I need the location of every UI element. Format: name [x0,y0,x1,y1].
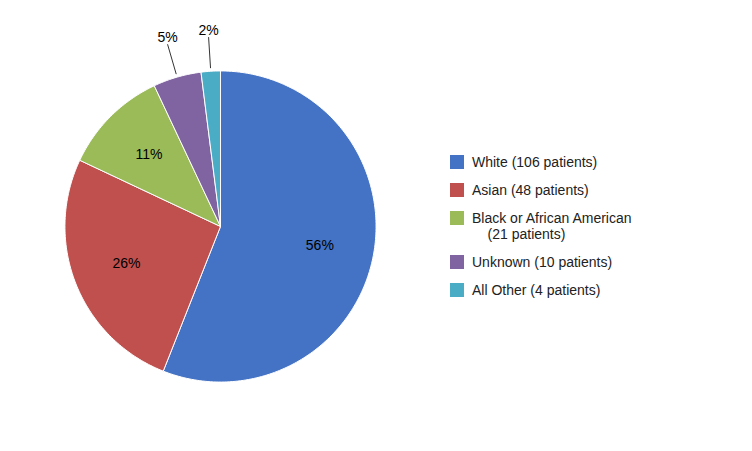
svg-text:11%: 11% [136,146,163,162]
html-text:White (106 patients): White (106 patients) [472,153,598,170]
svg-text:26%: 26% [112,255,140,271]
html-text:All Other (4 patients): All Other (4 patients) [472,281,601,298]
html-text:Asian (48 patients): Asian (48 patients) [472,181,589,198]
svg-text:5%: 5% [157,29,177,45]
html-text:Unknown (10 patients): Unknown (10 patients) [472,253,613,270]
html-text:Black or African American (21: Black or African American (21 patients) [472,209,632,242]
svg-text:56%: 56% [306,236,334,252]
svg-text:2%: 2% [198,22,218,38]
